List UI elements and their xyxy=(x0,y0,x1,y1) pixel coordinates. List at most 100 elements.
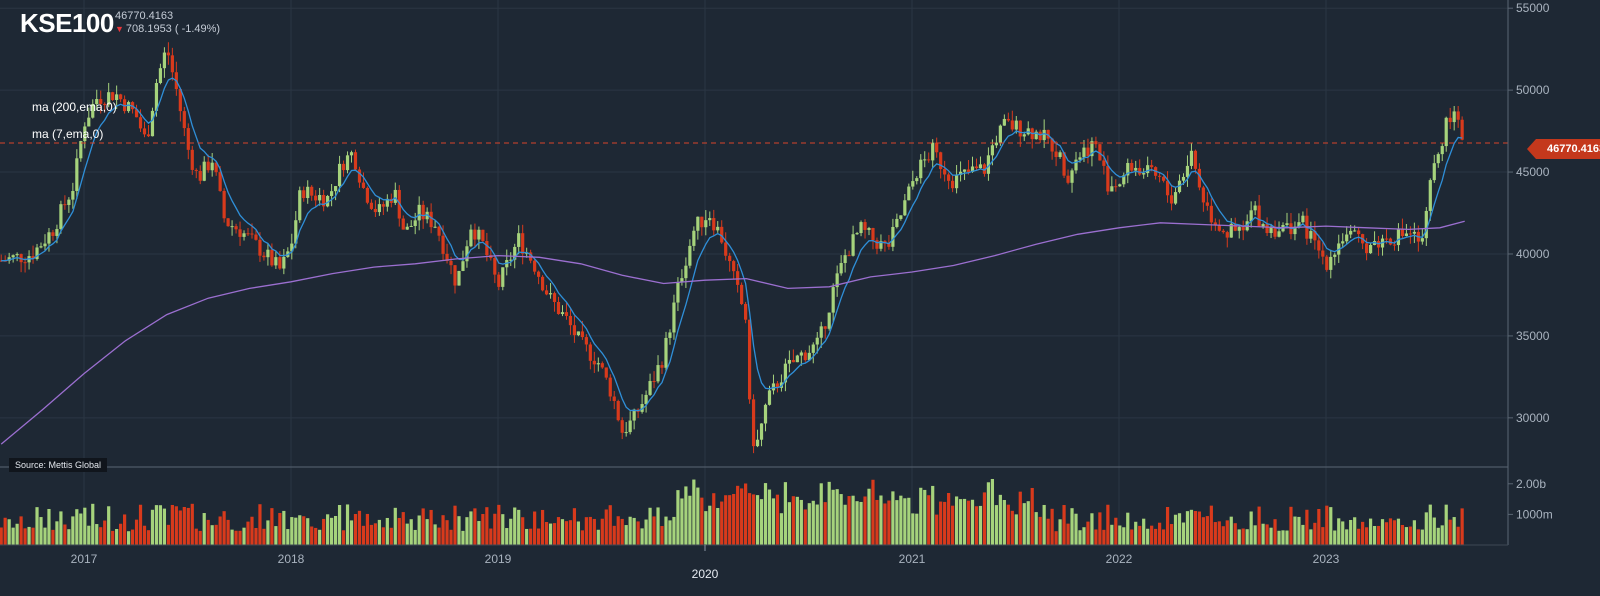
volume-bar xyxy=(931,485,935,545)
grid xyxy=(0,0,1508,545)
volume-bar xyxy=(660,526,664,545)
candle-body xyxy=(1122,175,1126,185)
volume-bar xyxy=(1277,530,1281,545)
volume-bar xyxy=(138,504,143,545)
volume-bar xyxy=(505,528,509,545)
volume-bar xyxy=(692,479,696,545)
volume-bar xyxy=(656,507,660,545)
volume-bar xyxy=(1086,521,1090,545)
volume-bar xyxy=(1225,520,1229,545)
candle-body xyxy=(513,246,517,260)
candle-body xyxy=(158,68,163,84)
volume-bar xyxy=(1380,519,1385,545)
volume-bar xyxy=(1357,528,1361,545)
volume-bar xyxy=(1046,518,1050,545)
candle-body xyxy=(521,233,525,254)
indicator-ema7-label[interactable]: ma (7,ema,0) xyxy=(32,127,104,141)
candle-body xyxy=(1070,170,1074,183)
candle-body xyxy=(1384,238,1389,240)
volume-bar xyxy=(389,527,393,545)
candle-body xyxy=(254,234,258,240)
volume-bar xyxy=(1428,504,1432,545)
volume-bar xyxy=(1305,509,1309,545)
candle-body xyxy=(632,409,636,421)
volume-bar xyxy=(568,520,573,545)
price-tick-label: 50000 xyxy=(1516,83,1550,97)
volume-bar xyxy=(123,514,127,545)
volume-bar xyxy=(429,509,433,545)
volume-bar xyxy=(951,505,955,545)
candle-body xyxy=(170,55,174,73)
candle-body xyxy=(640,404,644,412)
candle-body xyxy=(1102,160,1106,166)
volume-bar xyxy=(1416,529,1420,545)
volume-bar xyxy=(696,487,700,545)
volume-bar xyxy=(15,523,19,545)
volume-bar xyxy=(632,517,636,545)
volume-bar xyxy=(1209,505,1213,545)
volume-bar xyxy=(684,486,688,545)
candle-body xyxy=(540,276,545,291)
candle-body xyxy=(43,243,47,247)
candle-body xyxy=(210,162,214,171)
volume-bar xyxy=(1094,529,1098,545)
source-label: Source: Mettis Global xyxy=(9,458,108,472)
volume-bar xyxy=(1345,529,1349,545)
volume-bar xyxy=(337,504,342,545)
candle-body xyxy=(863,222,867,230)
candle-body xyxy=(875,240,879,249)
candle-body xyxy=(146,134,151,137)
candle-body xyxy=(75,158,79,192)
candle-body xyxy=(1058,152,1062,158)
volume-bar xyxy=(481,513,485,545)
volume-bar xyxy=(1050,508,1054,545)
candle-body xyxy=(99,99,103,104)
volume-bar xyxy=(111,530,115,545)
indicator-ema200-label[interactable]: ma (200,ema,0) xyxy=(32,100,117,114)
volume-bar xyxy=(1042,504,1046,545)
volume-bar xyxy=(998,494,1002,545)
volume-bar xyxy=(620,518,624,545)
volume-bar xyxy=(453,505,457,545)
candle-body xyxy=(1050,138,1054,152)
candle-body xyxy=(1054,151,1058,158)
volume-bar xyxy=(755,495,760,545)
volume-bar xyxy=(1269,527,1273,545)
volume-bar xyxy=(79,513,83,545)
volume-bar xyxy=(59,511,63,545)
volume-bar xyxy=(501,514,505,545)
candle-body xyxy=(1138,167,1142,175)
candle-body xyxy=(417,204,421,221)
candle-body xyxy=(1460,119,1464,140)
volume-bar xyxy=(1038,516,1042,545)
candle-body xyxy=(1074,159,1078,171)
candle-body xyxy=(473,229,477,240)
volume-bar xyxy=(974,506,979,545)
candle-body xyxy=(1205,202,1209,206)
candle-body xyxy=(493,258,497,275)
volume-bar xyxy=(1169,524,1174,545)
time-tick-label: 2017 xyxy=(71,552,98,566)
volume-bar xyxy=(242,527,246,545)
candle-body xyxy=(1285,223,1289,226)
volume-bar xyxy=(815,504,819,545)
volume-bar xyxy=(1460,508,1464,545)
candle-body xyxy=(724,242,728,256)
candle-body xyxy=(198,170,202,181)
candle-body xyxy=(572,325,577,336)
price-tick-label: 45000 xyxy=(1516,165,1550,179)
candle-body xyxy=(238,229,242,237)
volume-bar xyxy=(457,516,461,545)
candle-body xyxy=(1142,173,1146,175)
volume-bar xyxy=(907,497,911,545)
candle-body xyxy=(966,169,971,172)
candle-body xyxy=(1357,230,1361,235)
volume-bar xyxy=(1078,530,1082,545)
price-tick-label: 40000 xyxy=(1516,247,1550,261)
candle-body xyxy=(357,169,362,183)
volume-bar xyxy=(1257,506,1261,545)
candle-body xyxy=(123,99,127,112)
volume-bar xyxy=(548,523,553,545)
volume-bar xyxy=(1010,510,1014,545)
